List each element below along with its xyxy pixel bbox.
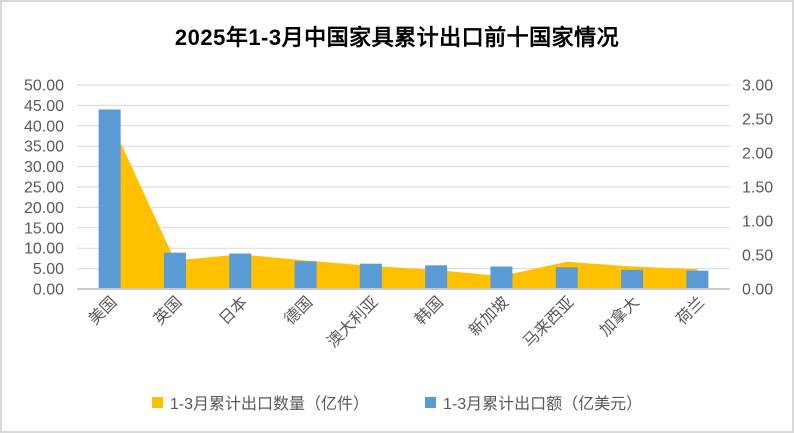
category-label: 加拿大: [595, 292, 642, 339]
bar: [229, 253, 252, 289]
category-label: 澳大利亚: [324, 293, 382, 351]
category-label: 荷兰: [673, 293, 708, 328]
category-label: 马来西亚: [520, 293, 578, 351]
legend-item: 1-3月累计出口额（亿美元）: [425, 390, 642, 414]
category-label: 新加坡: [466, 293, 513, 340]
category-label: 德国: [281, 293, 316, 328]
right-axis-tick: 0.00: [742, 282, 773, 299]
bar: [163, 252, 186, 289]
left-axis-tick: 0.00: [33, 282, 64, 299]
chart-title: 2025年1-3月中国家具累计出口前十国家情况: [174, 25, 620, 50]
left-axis-tick: 20.00: [24, 200, 64, 217]
left-axis-tick: 25.00: [24, 180, 64, 197]
legend-label: 1-3月累计出口额（亿美元）: [443, 396, 643, 413]
left-axis-tick: 40.00: [24, 118, 64, 135]
bar: [686, 270, 709, 289]
bar: [425, 265, 448, 289]
left-axis-tick: 45.00: [24, 98, 64, 115]
bar: [490, 266, 513, 289]
bar: [555, 267, 578, 289]
legend-swatch-icon: [151, 396, 163, 408]
category-label: 韩国: [412, 293, 447, 328]
category-label: 美国: [85, 293, 120, 328]
right-axis-tick: 2.50: [742, 112, 773, 129]
right-axis-tick: 3.00: [742, 78, 773, 95]
bar: [621, 269, 644, 289]
legend-item: 1-3月累计出口数量（亿件）: [151, 390, 369, 414]
left-axis-tick: 30.00: [24, 159, 64, 176]
left-axis-tick: 10.00: [24, 241, 64, 258]
left-axis-tick: 15.00: [24, 220, 64, 237]
legend-label: 1-3月累计出口数量（亿件）: [169, 396, 369, 413]
category-label: 英国: [150, 293, 185, 328]
right-axis-tick: 1.50: [742, 180, 773, 197]
bar: [294, 261, 317, 289]
bar: [359, 263, 382, 289]
left-axis-tick: 50.00: [24, 78, 64, 95]
legend: 1-3月累计出口数量（亿件） 1-3月累计出口额（亿美元）: [2, 390, 792, 414]
right-axis-tick: 1.00: [742, 214, 773, 231]
right-axis-tick: 0.50: [742, 248, 773, 265]
left-axis-tick: 35.00: [24, 139, 64, 156]
bar: [98, 109, 121, 289]
category-label: 日本: [216, 293, 251, 328]
legend-swatch-icon: [425, 396, 436, 408]
right-axis-tick: 2.00: [742, 146, 773, 163]
left-axis-tick: 5.00: [33, 261, 64, 278]
area-series: [109, 119, 698, 289]
